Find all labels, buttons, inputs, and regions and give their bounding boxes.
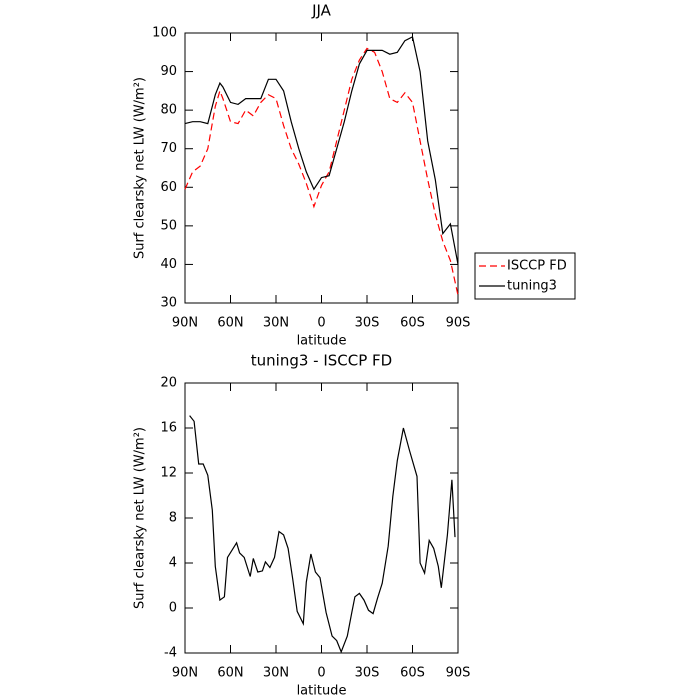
y-tick-label: 8 <box>169 511 177 526</box>
x-tick-label: 30S <box>355 316 380 331</box>
y-tick-label: 60 <box>160 180 177 195</box>
legend-box <box>474 252 576 300</box>
y-tick-label: 100 <box>152 26 177 41</box>
y-tick-label: 16 <box>160 421 177 436</box>
x-tick-label: 90N <box>172 316 198 331</box>
x-tick-label: 0 <box>317 316 325 331</box>
y-tick-label: 20 <box>160 376 177 391</box>
y-tick-label: -4 <box>164 646 177 661</box>
x-axis-label: latitude <box>297 684 347 699</box>
y-tick-label: 50 <box>160 218 177 233</box>
y-tick-label: 70 <box>160 141 177 156</box>
y-tick-label: 4 <box>169 556 177 571</box>
x-tick-label: 30N <box>263 666 289 681</box>
chart-title: JJA <box>311 2 332 20</box>
data-line <box>189 415 456 654</box>
legend-label: ISCCP FD <box>507 259 567 274</box>
x-tick-label: 60N <box>217 666 243 681</box>
legend-label: tuning3 <box>507 279 557 294</box>
x-tick-label: 60S <box>400 666 425 681</box>
data-line <box>184 36 459 265</box>
x-tick-label: 30S <box>355 666 380 681</box>
data-line <box>184 47 459 296</box>
x-tick-label: 90N <box>172 666 198 681</box>
y-tick-label: 12 <box>160 466 177 481</box>
x-axis-label: latitude <box>297 334 347 349</box>
plot-frame <box>184 382 459 654</box>
y-tick-label: 0 <box>169 601 177 616</box>
x-tick-label: 0 <box>317 666 325 681</box>
y-axis-label: Surf clearsky net LW (W/m²) <box>133 77 148 259</box>
chart-title: tuning3 - ISCCP FD <box>251 352 392 370</box>
y-axis-label: Surf clearsky net LW (W/m²) <box>133 427 148 609</box>
x-tick-label: 90S <box>446 666 471 681</box>
y-tick-label: 90 <box>160 64 177 79</box>
y-tick-label: 80 <box>160 103 177 118</box>
x-tick-label: 60S <box>400 316 425 331</box>
x-tick-label: 60N <box>217 316 243 331</box>
y-tick-label: 30 <box>160 296 177 311</box>
y-tick-label: 40 <box>160 257 177 272</box>
x-tick-label: 30N <box>263 316 289 331</box>
plot-frame <box>184 32 459 304</box>
x-tick-label: 90S <box>446 316 471 331</box>
